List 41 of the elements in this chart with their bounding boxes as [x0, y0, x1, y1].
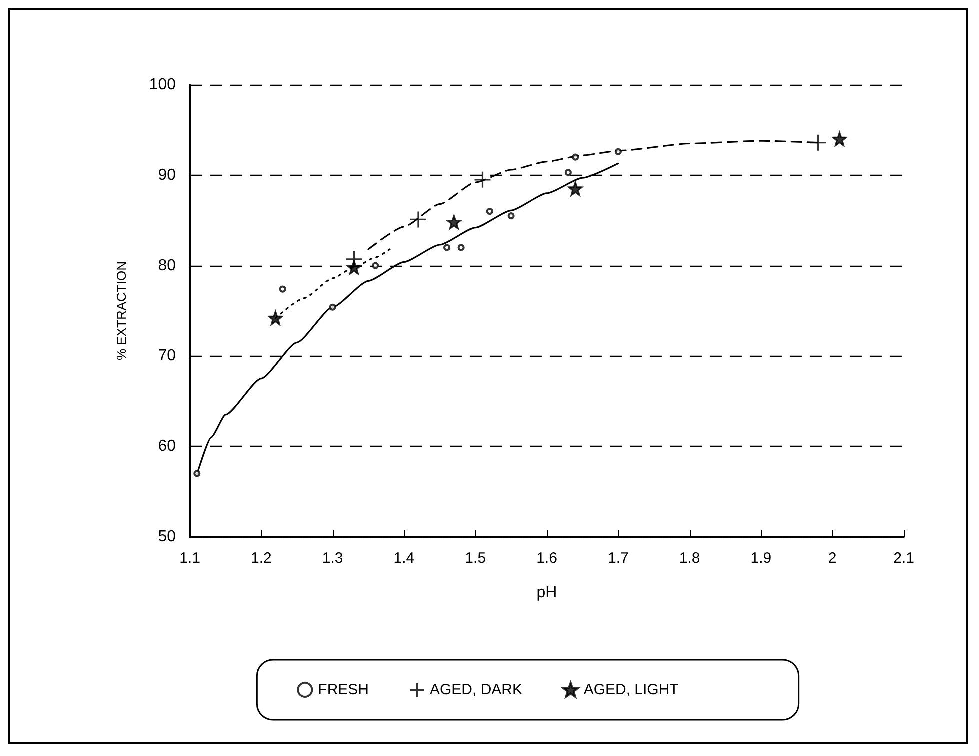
- x-axis-title: pH: [536, 584, 558, 602]
- legend-label: FRESH: [318, 682, 370, 698]
- point: [564, 169, 572, 176]
- point: [279, 286, 286, 293]
- legend-label: AGED, DARK: [430, 682, 523, 698]
- y-tick-label: 90: [158, 166, 176, 184]
- point: [474, 171, 492, 189]
- x-tick-label: 1.5: [465, 550, 486, 567]
- point: [458, 244, 465, 252]
- x-tick-label: 1.4: [394, 550, 415, 567]
- point: [194, 470, 201, 478]
- point: [614, 148, 622, 156]
- point: [444, 244, 451, 252]
- point: [810, 134, 828, 152]
- x-tick-label: 1.8: [679, 550, 700, 567]
- x-tick-label: 1.7: [608, 550, 629, 567]
- point: [268, 310, 283, 326]
- point: [508, 212, 515, 220]
- y-tick-label: 60: [158, 438, 176, 456]
- point: [410, 210, 428, 228]
- point: [346, 260, 362, 275]
- x-tick-label: 1.1: [180, 550, 200, 567]
- point: [329, 304, 336, 311]
- x-tick-label: 1.9: [750, 550, 772, 567]
- point: [486, 208, 494, 216]
- y-tick-label: 80: [158, 257, 176, 274]
- x-tick-label: 1.6: [536, 550, 558, 567]
- y-tick-label: 70: [158, 348, 176, 365]
- x-tick-label: 1.3: [322, 550, 344, 567]
- point: [372, 262, 380, 270]
- point: [832, 132, 847, 146]
- point: [568, 182, 583, 196]
- x-tick-label: 2.1: [894, 550, 914, 567]
- y-tick-label: 50: [158, 528, 176, 546]
- point: [572, 154, 580, 161]
- y-axis-title: % EXTRACTION: [114, 262, 129, 360]
- legend-label: AGED, LIGHT: [584, 682, 679, 698]
- x-tick-label: 2: [828, 550, 837, 567]
- point: [446, 215, 462, 230]
- y-tick-label: 100: [149, 76, 176, 94]
- x-tick-label: 1.2: [250, 550, 272, 567]
